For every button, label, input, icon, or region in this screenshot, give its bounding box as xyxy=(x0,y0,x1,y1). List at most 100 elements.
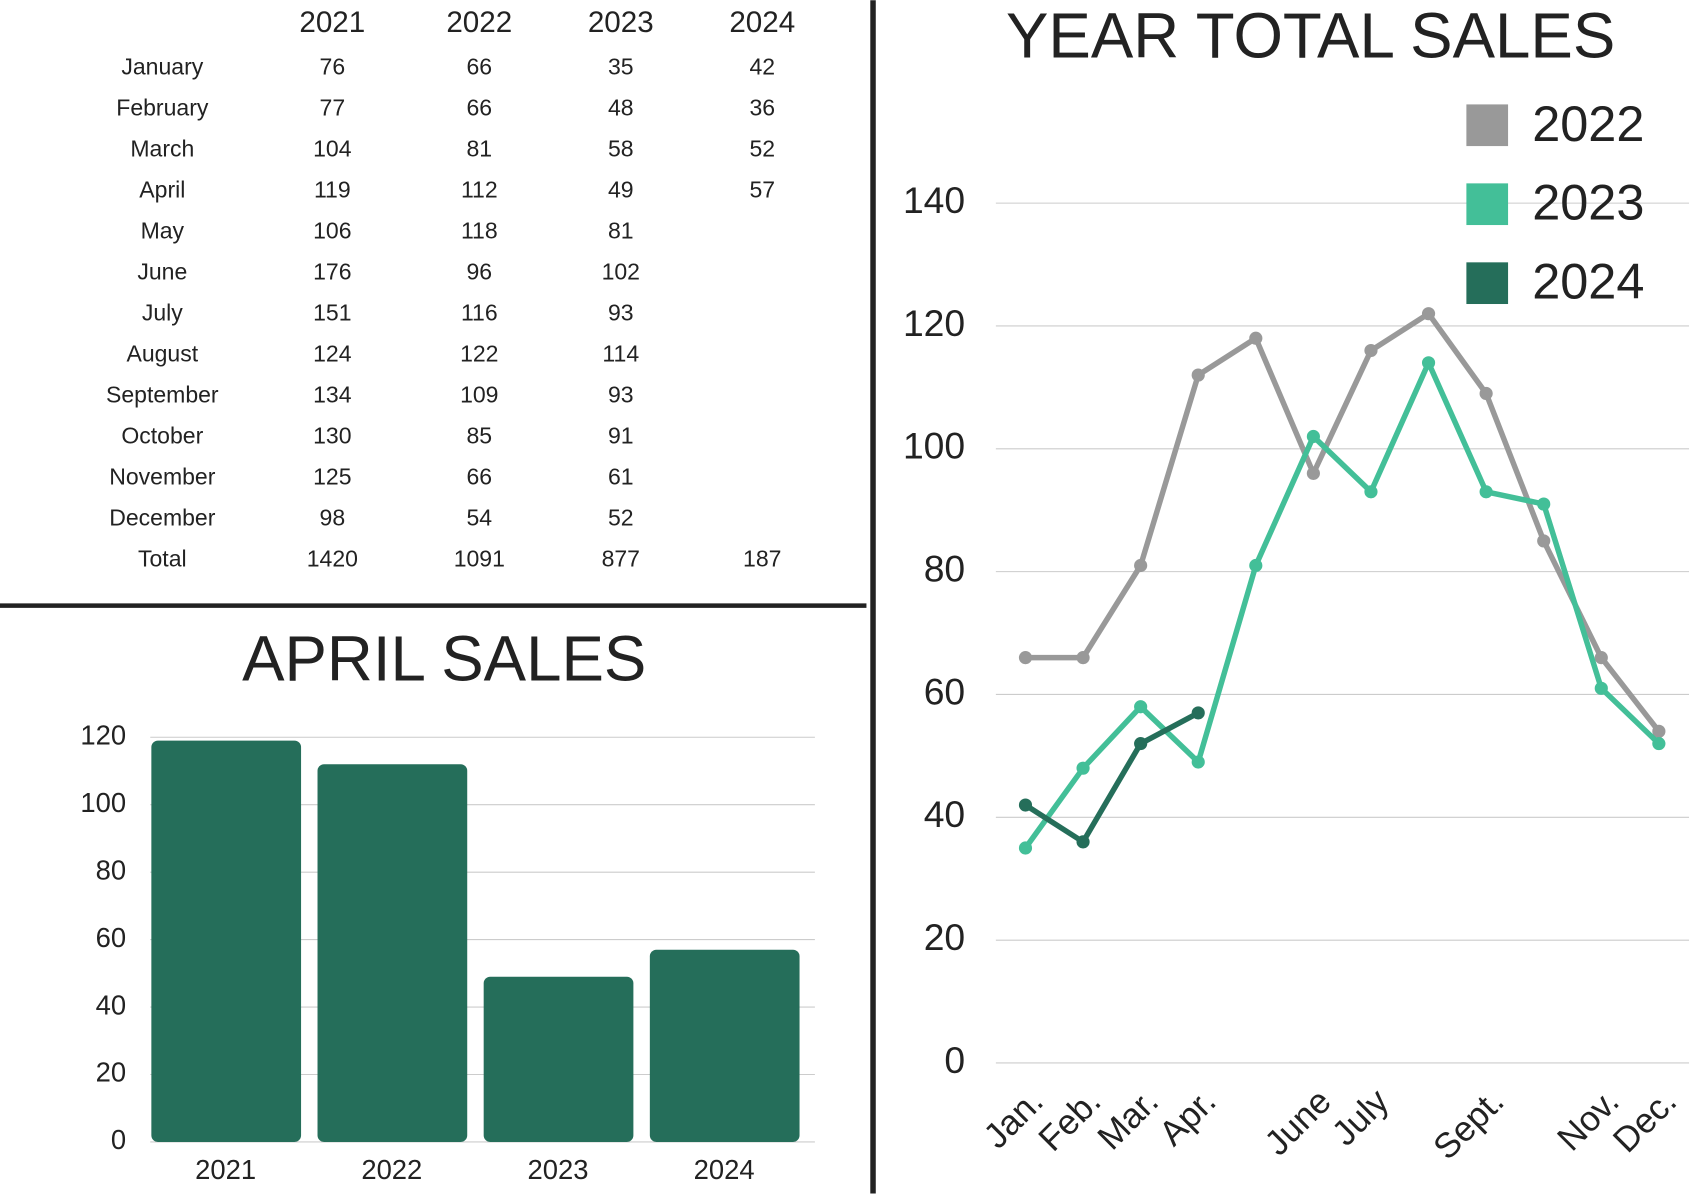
y-tick-label: 40 xyxy=(96,989,126,1020)
y-tick-label: 100 xyxy=(903,425,965,467)
table-cell: 114 xyxy=(602,340,639,366)
table-cell: 96 xyxy=(466,258,492,284)
table-cell: 118 xyxy=(461,217,498,243)
point xyxy=(1249,558,1263,573)
legend-swatch xyxy=(1466,183,1509,226)
table-cell: 130 xyxy=(313,422,351,448)
table-cell: 81 xyxy=(466,135,492,161)
x-tick-label: Dec. xyxy=(1606,1082,1685,1161)
table-cell: 124 xyxy=(313,340,352,366)
y-tick-label: 40 xyxy=(924,793,965,835)
y-tick-label: 60 xyxy=(924,670,965,712)
x-tick-label: 2023 xyxy=(527,1154,588,1185)
table-cell: 134 xyxy=(313,381,352,407)
point xyxy=(1191,755,1205,769)
bar xyxy=(649,949,800,1142)
table-cell: 122 xyxy=(460,340,498,366)
table-cell: 61 xyxy=(608,463,634,489)
legend-label: 2022 xyxy=(1532,95,1644,152)
row-label: March xyxy=(130,135,194,161)
table-cell: 119 xyxy=(314,176,351,202)
x-tick-label: Feb. xyxy=(1031,1082,1108,1159)
table-cell: 76 xyxy=(320,53,346,79)
table-cell: 57 xyxy=(749,176,775,202)
y-tick-label: 120 xyxy=(903,302,965,344)
point xyxy=(1018,841,1033,855)
row-label: August xyxy=(126,340,198,366)
row-label: July xyxy=(142,299,183,325)
table-cell: 151 xyxy=(313,299,351,325)
table-cell: 187 xyxy=(743,546,781,572)
table-cell: 109 xyxy=(460,381,498,407)
point xyxy=(1134,737,1148,751)
table-cell: 66 xyxy=(466,94,492,120)
point xyxy=(1421,356,1436,370)
table-cell: 35 xyxy=(608,53,634,79)
point xyxy=(1018,798,1033,812)
y-tick-label: 0 xyxy=(111,1124,126,1155)
row-label: May xyxy=(141,217,185,243)
point xyxy=(1134,700,1148,714)
y-tick-label: 60 xyxy=(96,922,126,953)
point xyxy=(1652,737,1666,751)
bar xyxy=(151,740,302,1142)
column-header: 2024 xyxy=(729,6,795,39)
x-tick-label: 2024 xyxy=(694,1154,755,1185)
table-cell: 176 xyxy=(313,258,351,284)
point xyxy=(1479,485,1493,499)
point xyxy=(1537,497,1551,511)
bar xyxy=(317,764,468,1142)
table-cell: 85 xyxy=(466,422,492,448)
point xyxy=(1306,429,1320,444)
table-cell: 77 xyxy=(320,94,346,120)
point xyxy=(1594,651,1608,665)
table-cell: 52 xyxy=(749,135,775,161)
point xyxy=(1364,485,1378,499)
column-header: 2021 xyxy=(299,6,365,39)
x-tick-label: Mar. xyxy=(1090,1082,1166,1158)
point xyxy=(1076,761,1090,775)
line xyxy=(1025,310,1662,734)
row-label: February xyxy=(116,94,209,120)
table-cell: 52 xyxy=(608,505,634,531)
y-tick-label: 120 xyxy=(80,719,126,750)
table-cell: 93 xyxy=(608,299,634,325)
x-tick-label: 2021 xyxy=(195,1154,256,1185)
table-cell: 66 xyxy=(466,463,492,489)
legend-swatch xyxy=(1466,104,1509,147)
legend-label: 2024 xyxy=(1532,253,1644,310)
table-cell: 125 xyxy=(313,463,351,489)
x-tick-label: Sept. xyxy=(1426,1082,1511,1167)
row-label: Total xyxy=(138,546,187,572)
table-cell: 98 xyxy=(320,505,346,531)
point xyxy=(1364,343,1378,358)
point xyxy=(1479,386,1493,401)
y-tick-label: 80 xyxy=(96,854,126,885)
table-cell: 106 xyxy=(313,217,351,243)
table-cell: 1420 xyxy=(307,546,358,572)
point xyxy=(1537,534,1551,548)
row-label: June xyxy=(137,258,187,284)
point xyxy=(1076,651,1090,665)
table-cell: 54 xyxy=(466,505,492,531)
x-tick-label: Jan. xyxy=(976,1082,1050,1156)
point xyxy=(1652,724,1666,738)
table-cell: 81 xyxy=(608,217,634,243)
y-tick-label: 140 xyxy=(903,179,965,221)
point xyxy=(1421,307,1436,321)
x-tick-label: July xyxy=(1325,1081,1397,1153)
chart-title: APRIL SALES xyxy=(242,624,646,695)
table-cell: 112 xyxy=(461,176,498,202)
row-label: October xyxy=(121,422,203,448)
point xyxy=(1191,706,1205,720)
legend-swatch xyxy=(1466,262,1509,305)
y-tick-label: 100 xyxy=(80,787,126,818)
line xyxy=(1024,710,1200,845)
table-cell: 36 xyxy=(749,94,775,120)
y-tick-label: 20 xyxy=(924,916,965,958)
point xyxy=(1134,558,1148,573)
point xyxy=(1191,368,1205,382)
table-cell: 58 xyxy=(608,135,634,161)
x-tick-label: Apr. xyxy=(1152,1082,1224,1154)
